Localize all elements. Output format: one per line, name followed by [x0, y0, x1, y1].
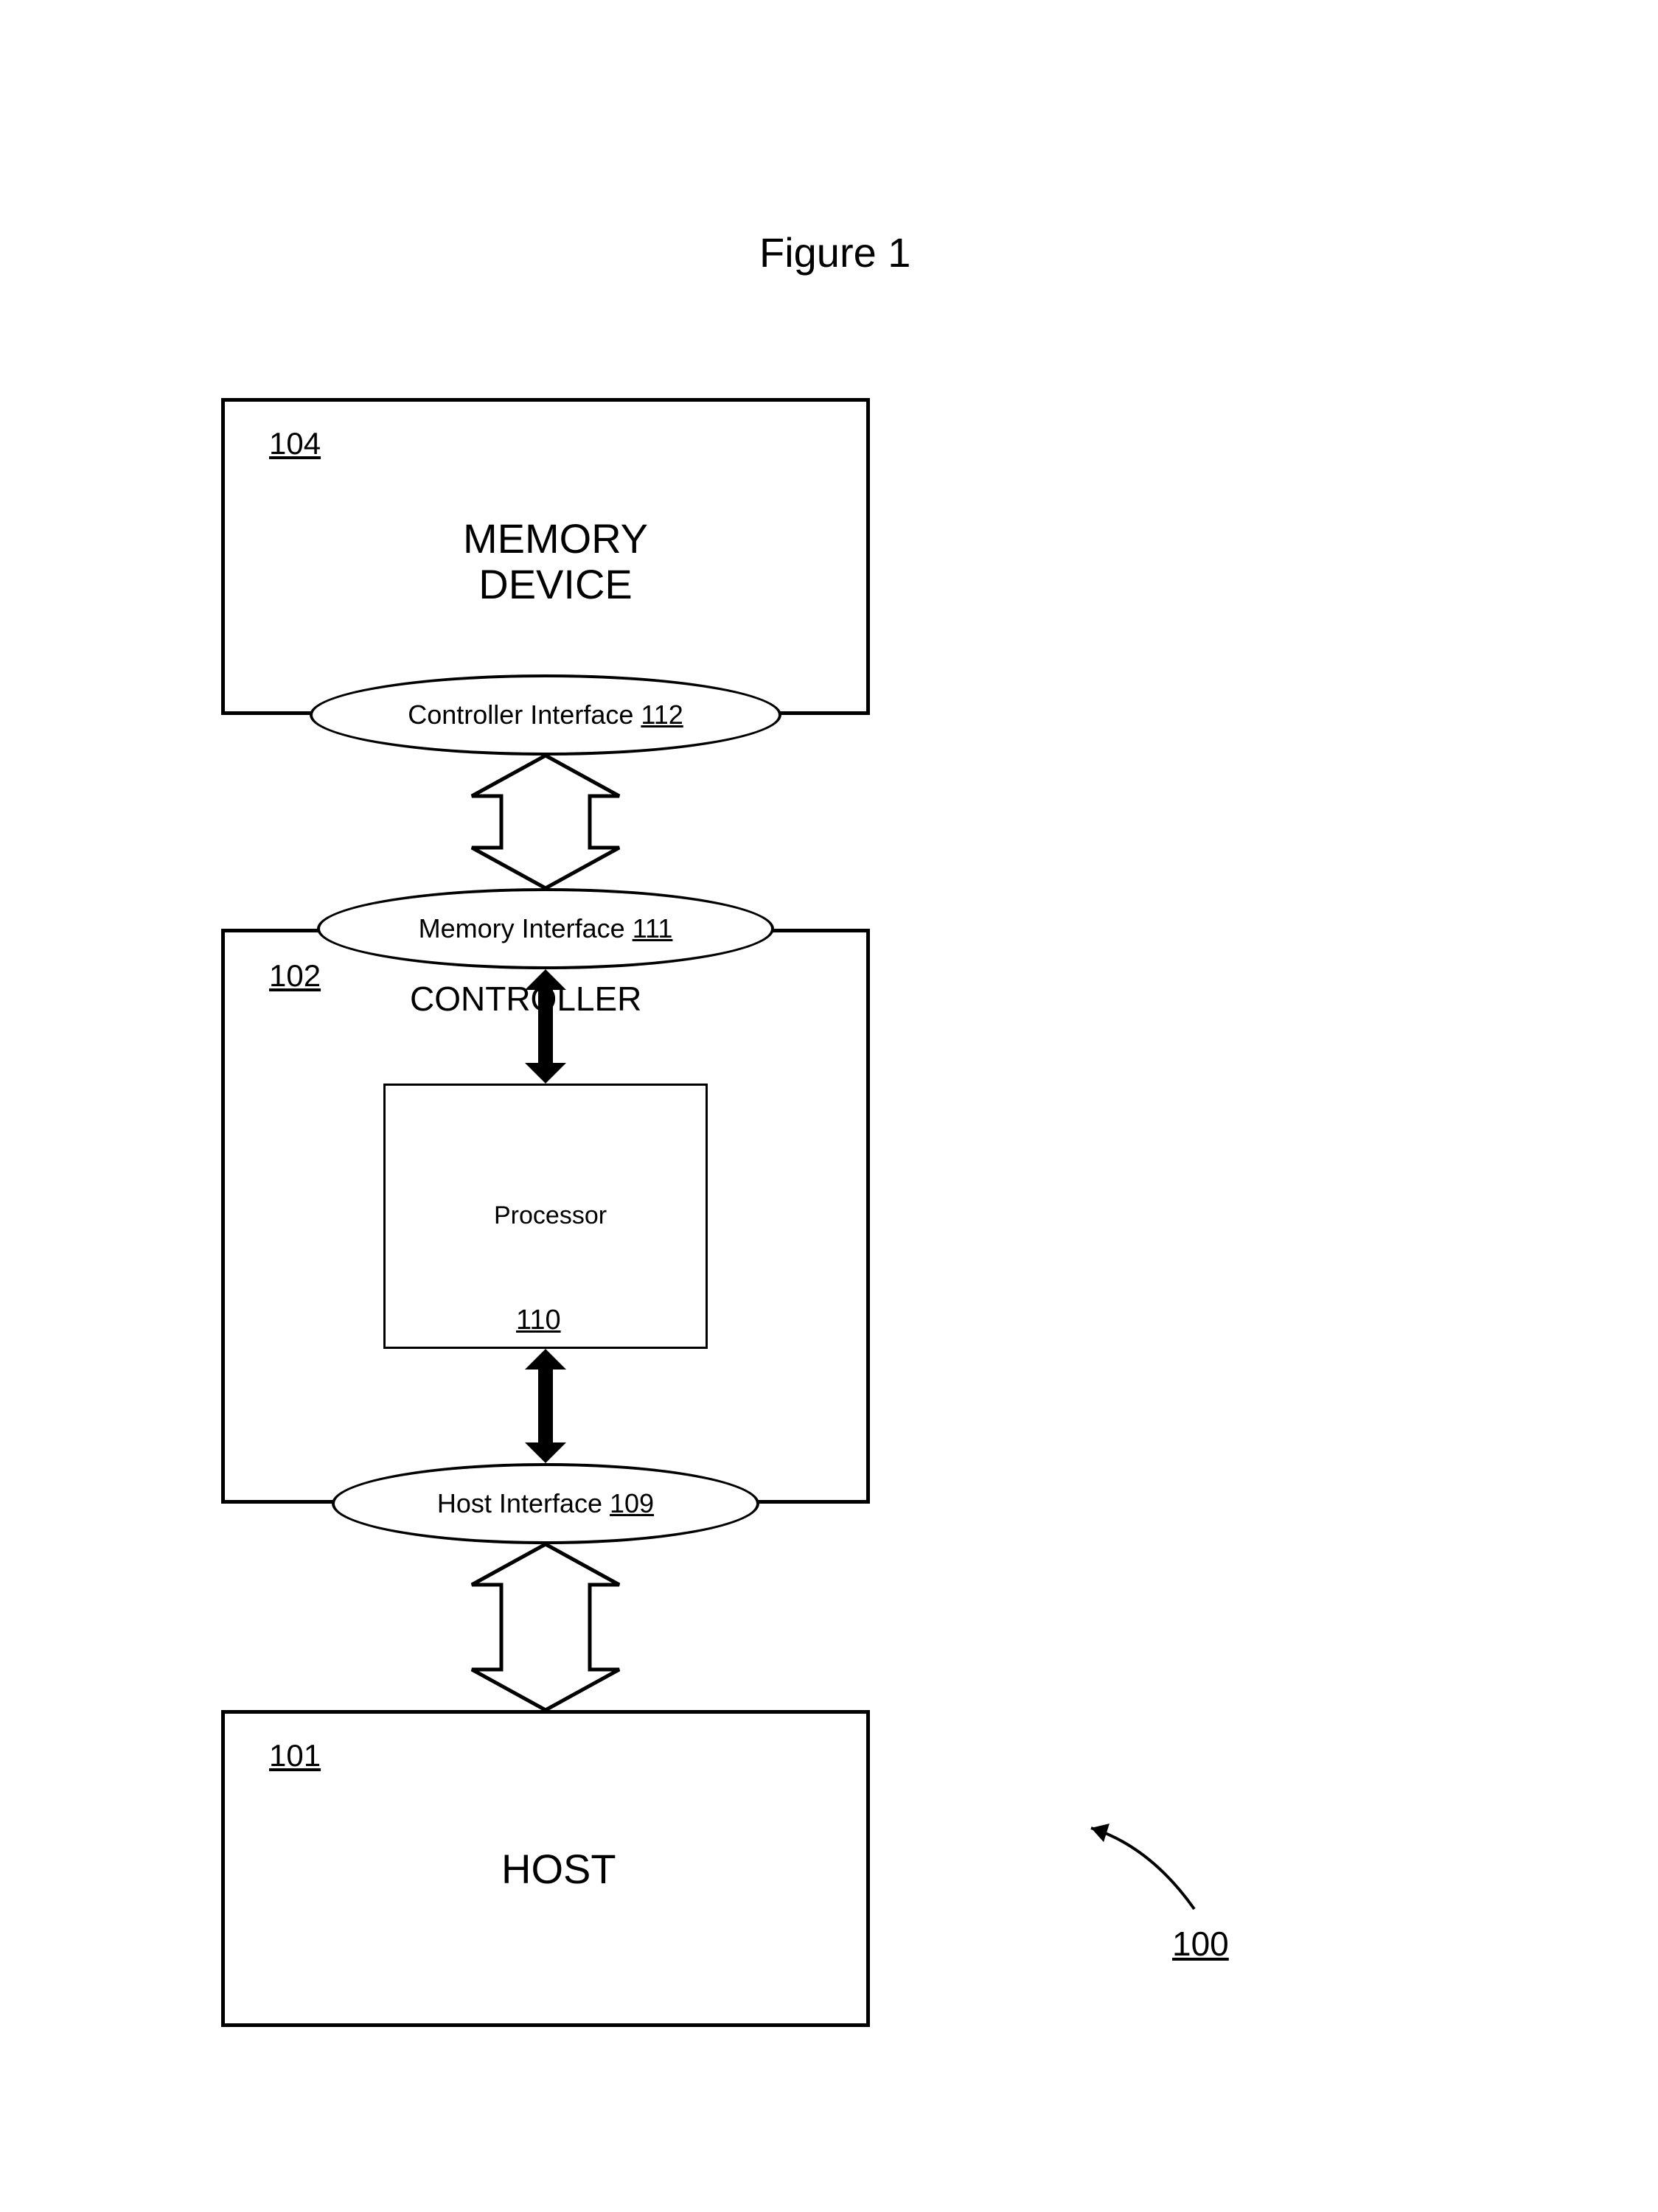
system-ref: 100	[1172, 1924, 1229, 1964]
host-ref: 101	[269, 1738, 321, 1773]
memory-interface-ellipse: Memory Interface 111	[317, 888, 774, 969]
figure-title: Figure 1	[759, 228, 910, 276]
memory-interface-label: Memory Interface 111	[419, 913, 673, 944]
bus-bot-ref: 107	[520, 1607, 572, 1642]
host-label: HOST	[501, 1846, 616, 1892]
controller-interface-label: Controller Interface 112	[408, 699, 683, 730]
processor-label: Processor	[494, 1201, 607, 1230]
memory-ref: 104	[269, 426, 321, 461]
controller-interface-ellipse: Controller Interface 112	[310, 674, 781, 756]
controller-label: CONTROLLER	[410, 980, 641, 1018]
host-interface-label: Host Interface 109	[437, 1488, 654, 1519]
page-root: Figure 1 HOST 101 CONTROLLER 102 Process…	[0, 0, 1658, 2212]
bus-top-ref: 106	[520, 807, 572, 842]
controller-ref: 102	[269, 958, 321, 994]
memory-label: MEMORY DEVICE	[463, 516, 648, 607]
processor-ref: 110	[516, 1305, 561, 1336]
host-interface-ellipse: Host Interface 109	[332, 1463, 759, 1544]
